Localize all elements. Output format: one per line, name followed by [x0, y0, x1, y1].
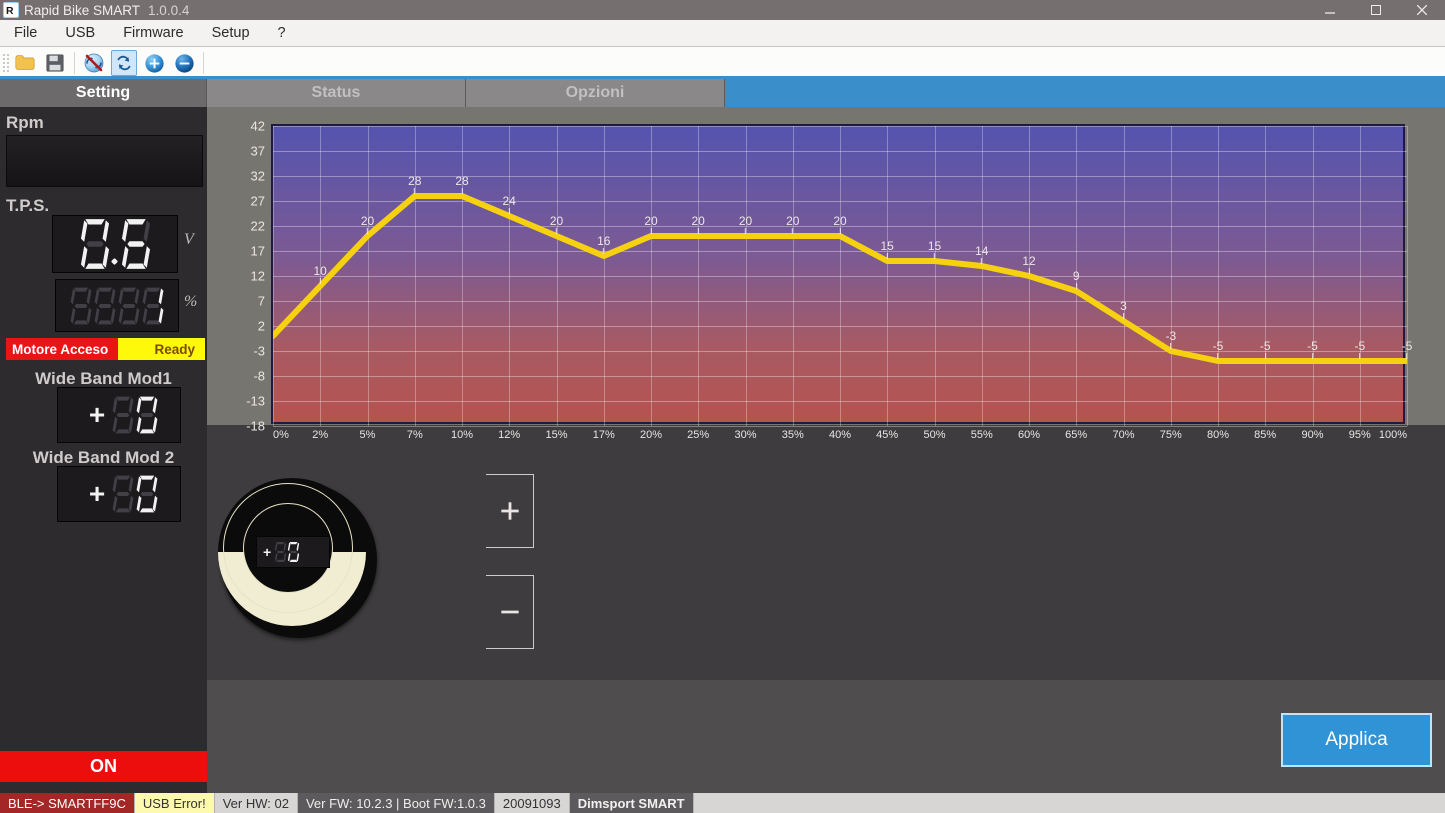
svg-text:R: R — [5, 6, 13, 17]
